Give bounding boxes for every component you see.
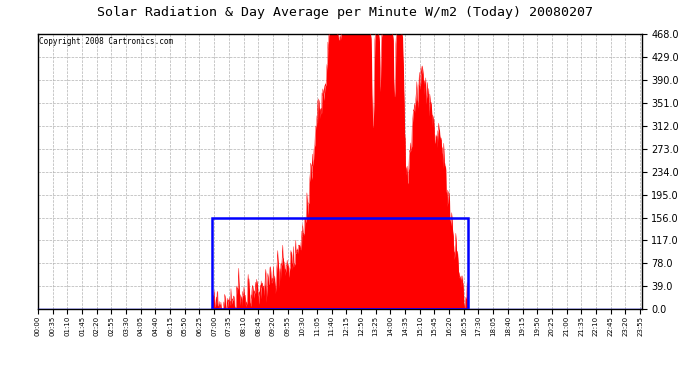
Text: Solar Radiation & Day Average per Minute W/m2 (Today) 20080207: Solar Radiation & Day Average per Minute… — [97, 6, 593, 19]
Text: Copyright 2008 Cartronics.com: Copyright 2008 Cartronics.com — [39, 37, 173, 46]
Bar — [212, 217, 468, 309]
